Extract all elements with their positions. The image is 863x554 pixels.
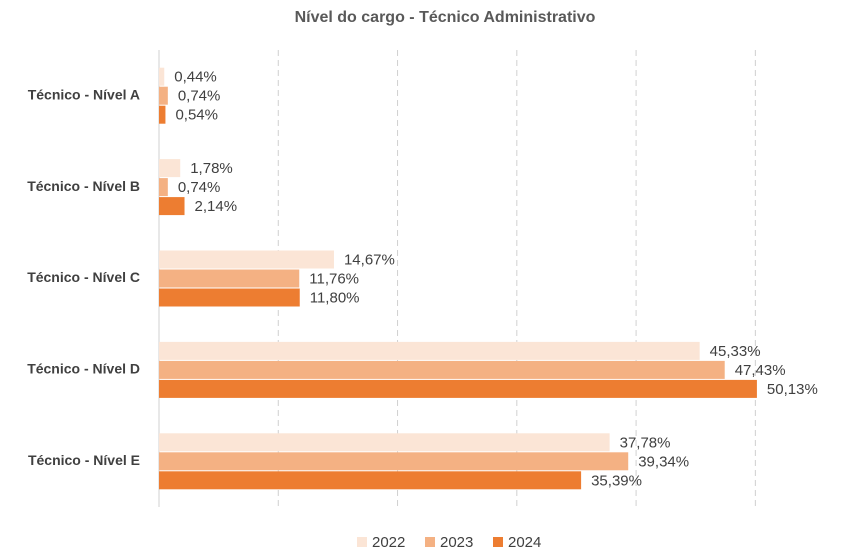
bar (159, 105, 166, 124)
data-label: 39,34% (638, 453, 689, 470)
legend-swatch (493, 537, 503, 547)
y-tick-label: Técnico - Nível E (28, 452, 140, 468)
data-label: 37,78% (620, 434, 671, 451)
data-label: 45,33% (710, 343, 761, 360)
legend-label: 2023 (440, 534, 473, 551)
y-tick-label: Técnico - Nível C (27, 269, 140, 285)
data-label: 2,14% (195, 198, 238, 215)
data-label: 0,44% (174, 69, 217, 86)
bar (159, 250, 334, 269)
data-label: 11,76% (309, 270, 359, 287)
data-label: 50,13% (767, 381, 818, 398)
bar (159, 452, 629, 471)
legend-swatch (425, 537, 435, 547)
bar (159, 288, 300, 307)
bar (159, 471, 582, 490)
data-label: 1,78% (190, 160, 233, 177)
bar (159, 360, 725, 379)
y-tick-label: Técnico - Nível A (28, 86, 140, 102)
chart-title: Nível do cargo - Técnico Administrativo (295, 9, 596, 26)
bar (159, 67, 165, 86)
y-tick-label: Técnico - Nível B (27, 178, 140, 194)
data-label: 11,80% (310, 289, 360, 306)
bar (159, 269, 300, 288)
legend-label: 2024 (508, 534, 541, 551)
data-label: 35,39% (591, 472, 642, 489)
bar (159, 178, 168, 197)
bar (159, 159, 181, 178)
bar (159, 197, 185, 216)
data-label: 0,54% (175, 107, 218, 124)
y-tick-label: Técnico - Nível D (27, 361, 140, 377)
legend-label: 2022 (372, 534, 405, 551)
legend-swatch (357, 537, 367, 547)
data-label: 0,74% (178, 179, 221, 196)
data-label: 14,67% (344, 251, 395, 268)
bar (159, 379, 757, 398)
bar (159, 433, 610, 452)
data-label: 0,74% (178, 88, 221, 105)
bar (159, 86, 168, 105)
data-label: 47,43% (735, 362, 786, 379)
bar (159, 341, 700, 360)
